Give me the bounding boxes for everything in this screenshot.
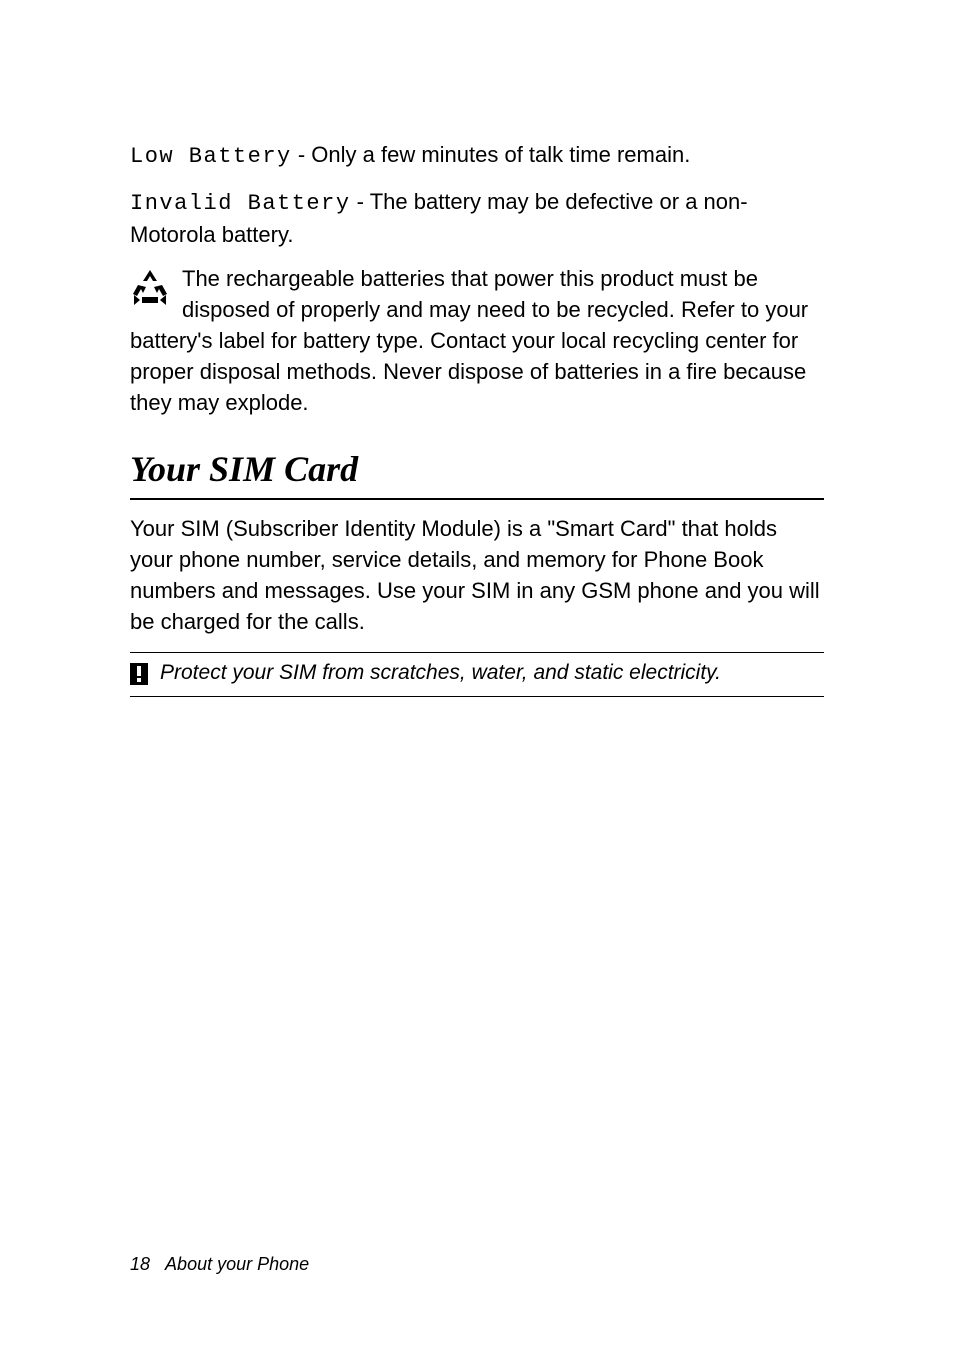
heading-rule xyxy=(130,498,824,500)
section-heading: Your SIM Card xyxy=(130,448,824,490)
note-box: Protect your SIM from scratches, water, … xyxy=(130,652,824,697)
caution-icon xyxy=(130,663,148,690)
page-number: 18 xyxy=(130,1254,150,1274)
recycle-icon xyxy=(130,267,170,316)
page: Low Battery - Only a few minutes of talk… xyxy=(0,0,954,1345)
note-text: Protect your SIM from scratches, water, … xyxy=(160,659,721,687)
low-battery-text: - Only a few minutes of talk time remain… xyxy=(292,142,691,167)
sim-intro: Your SIM (Subscriber Identity Module) is… xyxy=(130,514,824,637)
recycle-text: The rechargeable batteries that power th… xyxy=(130,266,808,414)
invalid-battery-label: Invalid Battery xyxy=(130,191,351,216)
recycle-para: The rechargeable batteries that power th… xyxy=(130,264,824,418)
low-battery-para: Low Battery - Only a few minutes of talk… xyxy=(130,140,824,173)
invalid-battery-para: Invalid Battery - The battery may be def… xyxy=(130,187,824,251)
low-battery-label: Low Battery xyxy=(130,144,292,169)
footer-chapter: About your Phone xyxy=(165,1254,309,1274)
page-footer: 18 About your Phone xyxy=(130,1254,309,1275)
